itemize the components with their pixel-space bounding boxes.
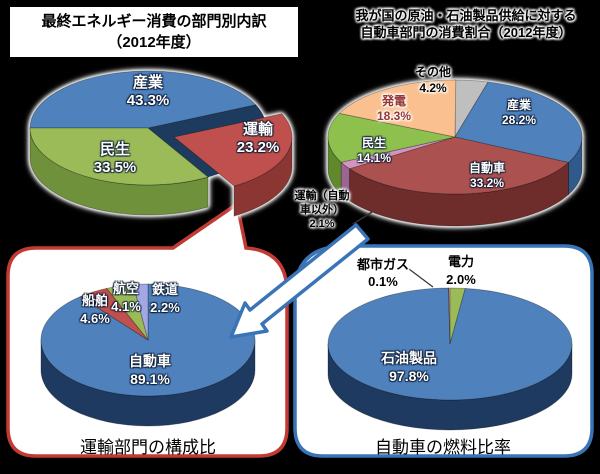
chart-title-oil-supply: 我が国の原油・石油製品供給に対する 自動車部門の消費割合（2012年度） bbox=[316, 7, 600, 41]
pie-slice bbox=[454, 81, 583, 163]
pie-final-energy bbox=[29, 70, 293, 217]
pie-slice bbox=[327, 112, 456, 163]
slice-label: 産業 43.3% bbox=[126, 74, 170, 109]
slice-label: 電力 2.0% bbox=[446, 254, 476, 287]
slice-label: 自動車 89.1% bbox=[129, 353, 171, 387]
slice-label: 産業 28.2% bbox=[501, 98, 537, 127]
pie-slice bbox=[327, 343, 573, 431]
pie-slice bbox=[79, 287, 149, 341]
pie-oil-supply bbox=[327, 79, 583, 227]
pie-slice bbox=[106, 284, 149, 341]
slice-label: 都市ガス 0.1% bbox=[356, 257, 410, 289]
pie-slice bbox=[448, 287, 451, 345]
pie-slice bbox=[327, 287, 573, 401]
pie-slice bbox=[338, 79, 457, 138]
pie-slice bbox=[348, 136, 570, 195]
blue-connector-arrow bbox=[229, 223, 370, 339]
caption-transport-composition: 運輸部門の構成比 bbox=[80, 438, 216, 457]
pointer-line-transport-other bbox=[352, 211, 373, 225]
caption-fuel-ratio: 自動車の燃料比率 bbox=[375, 438, 511, 457]
slice-label: 自動車 33.2% bbox=[468, 161, 506, 190]
chart-title-line1: 最終エネルギー消費の部門別内訳 bbox=[41, 13, 267, 30]
chart-title-line2: 自動車部門の消費割合（2012年度） bbox=[360, 25, 572, 40]
slice-label: 石油製品 97.8% bbox=[381, 350, 437, 384]
chart-title-final-energy: 最終エネルギー消費の部門別内訳 （2012年度） bbox=[10, 7, 298, 57]
slice-label: 鉄道 2.2% bbox=[150, 282, 180, 315]
pie-slice bbox=[449, 287, 466, 345]
pie-slice bbox=[40, 283, 256, 397]
pie-slice bbox=[173, 113, 293, 187]
pie-transport-composition bbox=[40, 283, 256, 427]
pie-slice bbox=[29, 70, 257, 129]
pie-slice bbox=[132, 283, 149, 341]
slice-label: 航空 4.1% bbox=[111, 281, 141, 314]
slice-label: その他 4.2% bbox=[414, 65, 452, 95]
pie-slice bbox=[340, 136, 456, 170]
slice-label: 運輸（自動 車以外） 2.1% bbox=[294, 190, 350, 230]
chart-title-line1: 我が国の原油・石油製品供給に対する bbox=[355, 8, 577, 23]
slice-label: 民生 33.5% bbox=[93, 141, 137, 176]
slice-label: 船舶 4.6% bbox=[80, 293, 110, 326]
pie-slice bbox=[29, 127, 209, 186]
slice-label: 民生 14.1% bbox=[356, 136, 392, 165]
chart-title-line2: （2012年度） bbox=[107, 34, 201, 51]
slice-label: 運輸 23.2% bbox=[236, 121, 280, 156]
pointer-line-city-gas bbox=[408, 268, 434, 288]
pie-fuel-ratio bbox=[327, 287, 573, 431]
slice-label: 発電 18.3% bbox=[376, 94, 412, 123]
